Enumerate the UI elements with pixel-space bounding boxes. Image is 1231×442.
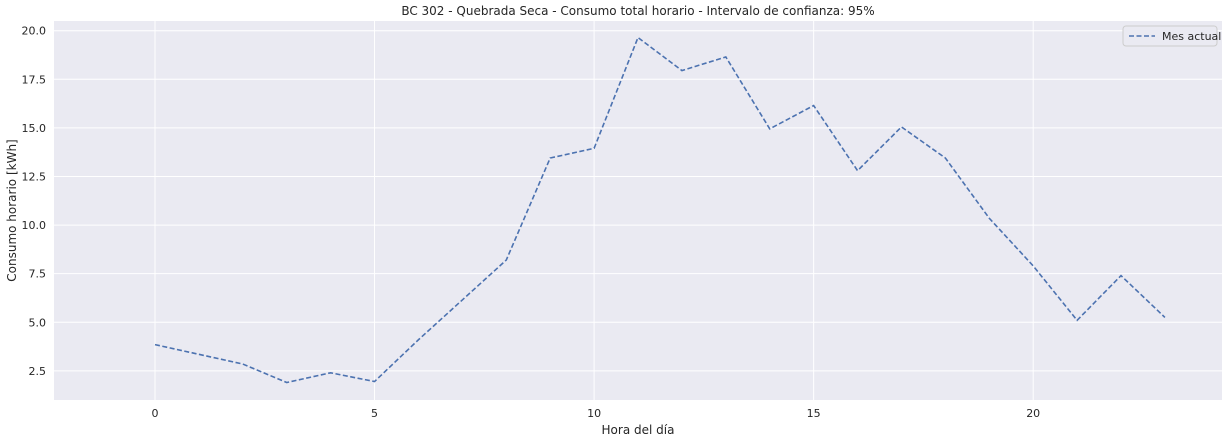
chart-title: BC 302 - Quebrada Seca - Consumo total h… xyxy=(401,4,874,18)
x-tick-label: 0 xyxy=(151,407,158,420)
series-layer xyxy=(154,36,1166,384)
series-line-mes-actual xyxy=(154,36,1166,384)
grid-layer xyxy=(54,21,1222,400)
x-tick-label: 10 xyxy=(587,407,601,420)
y-tick-label: 2.5 xyxy=(29,365,47,378)
y-tick-label: 7.5 xyxy=(29,268,47,281)
legend-label-mes-actual: Mes actual xyxy=(1162,30,1221,43)
x-tick-label: 20 xyxy=(1026,407,1040,420)
y-tick-label: 20.0 xyxy=(22,25,47,38)
y-tick-label: 15.0 xyxy=(22,122,47,135)
legend: Mes actual xyxy=(1122,25,1221,47)
y-tick-label: 10.0 xyxy=(22,219,47,232)
legend-box xyxy=(1122,25,1218,47)
y-tick-label: 5.0 xyxy=(29,316,47,329)
plot-area xyxy=(54,21,1222,400)
x-tick-label: 15 xyxy=(807,407,821,420)
x-tick-label: 5 xyxy=(371,407,378,420)
y-axis-label: Consumo horario [kWh] xyxy=(5,139,19,281)
y-tick-label: 12.5 xyxy=(22,170,47,183)
tick-layer: 2.5 5.0 7.5 10.0 12.5 15.0 17.5 20.0 0 5 10 15 20 xyxy=(22,25,1041,420)
x-axis-label: Hora del día xyxy=(602,423,675,437)
y-tick-label: 17.5 xyxy=(22,73,47,86)
